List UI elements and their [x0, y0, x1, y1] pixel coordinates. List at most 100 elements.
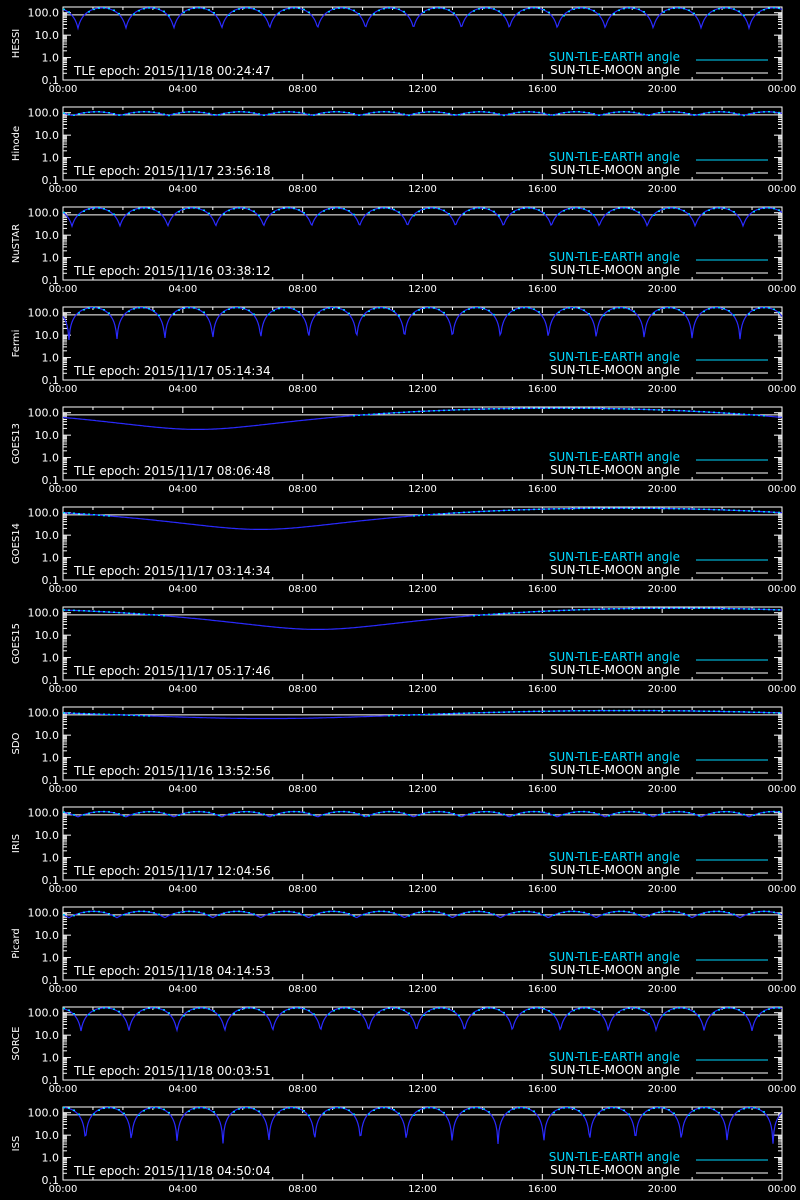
x-tick-label: 04:00 [168, 1084, 197, 1095]
legend-earth-label: SUN-TLE-EARTH angle [549, 250, 680, 264]
panel-picard: 100.010.01.00.100:00 04:00 08:00 12:00 16:00… [11, 906, 797, 995]
panel-hinode: 100.010.01.00.100:00 04:00 08:00 12:00 16:00… [11, 106, 797, 195]
y-tick-label: 10.0 [35, 29, 60, 42]
x-tick-label: 16:00 [528, 984, 557, 995]
y-tick-label: 10.0 [35, 929, 60, 942]
x-tick-label: 08:00 [288, 1184, 317, 1195]
x-tick-label: 00:00 [49, 384, 78, 395]
x-tick-label: 16:00 [528, 1184, 557, 1195]
legend-moon-label: SUN-TLE-MOON angle [550, 1063, 680, 1077]
x-tick-label: 12:00 [408, 284, 437, 295]
tle-epoch-label: TLE epoch: 2015/11/16 13:52:56 [73, 764, 271, 778]
y-tick-label: 10.0 [35, 729, 60, 742]
x-tick-label: 20:00 [648, 784, 677, 795]
tle-epoch-label: TLE epoch: 2015/11/18 00:03:51 [73, 1064, 271, 1078]
panel-sdo: 100.010.01.00.100:00 04:00 08:00 12:00 16:00… [11, 706, 797, 795]
legend-moon-label: SUN-TLE-MOON angle [550, 763, 680, 777]
series-earth-angle [63, 710, 782, 720]
satellite-name: ISS [11, 1136, 22, 1152]
y-tick-label: 100.0 [28, 207, 60, 220]
x-tick-label: 00:00 [768, 984, 797, 995]
legend-moon-label: SUN-TLE-MOON angle [550, 163, 680, 177]
legend-moon-label: SUN-TLE-MOON angle [550, 463, 680, 477]
x-tick-label: 00:00 [768, 184, 797, 195]
series-earth-angle [62, 307, 783, 341]
x-tick-label: 16:00 [528, 384, 557, 395]
x-tick-label: 12:00 [408, 384, 437, 395]
y-tick-label: 100.0 [28, 507, 60, 520]
tle-epoch-label: TLE epoch: 2015/11/18 00:24:47 [73, 64, 271, 78]
satellite-name: GOES15 [11, 623, 22, 664]
satellite-name: Hinode [11, 126, 22, 161]
y-tick-label: 0.1 [42, 874, 60, 887]
series-earth-angle [62, 507, 782, 530]
x-tick-label: 08:00 [288, 84, 317, 95]
x-tick-label: 00:00 [768, 584, 797, 595]
x-tick-label: 04:00 [168, 184, 197, 195]
y-tick-label: 1.0 [42, 452, 60, 465]
x-tick-label: 04:00 [168, 684, 197, 695]
y-tick-label: 1.0 [42, 852, 60, 865]
x-tick-label: 00:00 [49, 484, 78, 495]
series-earth-angle-marks [63, 7, 780, 17]
y-tick-label: 0.1 [42, 674, 60, 687]
legend-earth-label: SUN-TLE-EARTH angle [549, 1050, 680, 1064]
x-tick-label: 20:00 [648, 84, 677, 95]
y-tick-label: 100.0 [28, 1007, 60, 1020]
y-tick-label: 1.0 [42, 752, 60, 765]
y-tick-label: 1.0 [42, 152, 60, 165]
x-tick-label: 12:00 [408, 684, 437, 695]
legend-moon-label: SUN-TLE-MOON angle [550, 63, 680, 77]
x-tick-label: 12:00 [408, 784, 437, 795]
x-tick-label: 08:00 [288, 184, 317, 195]
series-earth-angle-marks [78, 306, 780, 317]
y-tick-label: 100.0 [28, 7, 60, 20]
legend-earth-label: SUN-TLE-EARTH angle [549, 1150, 680, 1164]
legend-moon-label: SUN-TLE-MOON angle [550, 863, 680, 877]
x-tick-label: 00:00 [768, 784, 797, 795]
y-tick-label: 10.0 [35, 229, 60, 242]
panel-nustar: 100.010.01.00.100:00 04:00 08:00 12:00 16:00… [11, 206, 797, 295]
x-tick-label: 20:00 [648, 484, 677, 495]
y-tick-label: 0.1 [42, 1174, 60, 1187]
y-tick-label: 10.0 [35, 329, 60, 342]
panel-goes14: 100.010.01.00.100:00 04:00 08:00 12:00 16:00… [11, 506, 797, 595]
x-tick-label: 00:00 [768, 1184, 797, 1195]
legend-moon-label: SUN-TLE-MOON angle [550, 563, 680, 577]
panel-iris: 100.010.01.00.100:00 04:00 08:00 12:00 16:00… [11, 806, 796, 895]
y-tick-label: 10.0 [35, 1129, 60, 1142]
x-tick-label: 12:00 [408, 884, 437, 895]
x-tick-label: 04:00 [168, 384, 197, 395]
y-tick-label: 100.0 [28, 1107, 60, 1120]
satellite-name: HESSI [11, 29, 22, 58]
tle-epoch-label: TLE epoch: 2015/11/17 05:14:34 [73, 364, 271, 378]
series-earth-angle-marks [63, 1106, 765, 1117]
y-tick-label: 1.0 [42, 552, 60, 565]
panel-iss: 100.010.01.00.100:00 04:00 08:00 12:00 16:00… [11, 1106, 797, 1195]
series-earth-angle-marks [353, 407, 765, 417]
x-tick-label: 12:00 [408, 1084, 437, 1095]
legend-earth-label: SUN-TLE-EARTH angle [549, 450, 680, 464]
legend-moon-label: SUN-TLE-MOON angle [550, 663, 680, 677]
y-tick-label: 10.0 [35, 529, 60, 542]
x-tick-label: 20:00 [648, 584, 677, 595]
x-tick-label: 20:00 [648, 984, 677, 995]
y-tick-label: 10.0 [35, 829, 60, 842]
x-tick-label: 00:00 [49, 84, 78, 95]
legend-earth-label: SUN-TLE-EARTH angle [549, 350, 680, 364]
satellite-name: SDO [11, 732, 22, 754]
satellite-name: NuSTAR [11, 224, 22, 263]
x-tick-label: 08:00 [288, 784, 317, 795]
satellite-name: SORCE [11, 1027, 22, 1061]
y-tick-label: 10.0 [35, 629, 60, 642]
series-earth-angle [63, 607, 782, 630]
satellite-name: Fermi [11, 330, 22, 358]
satellite-name: IRIS [11, 834, 22, 853]
y-tick-label: 10.0 [35, 1029, 60, 1042]
x-tick-label: 04:00 [168, 784, 197, 795]
x-tick-label: 00:00 [768, 284, 797, 295]
series-earth-angle-marks [63, 810, 780, 817]
y-tick-label: 1.0 [42, 1052, 60, 1065]
tle-epoch-label: TLE epoch: 2015/11/17 08:06:48 [73, 464, 271, 478]
